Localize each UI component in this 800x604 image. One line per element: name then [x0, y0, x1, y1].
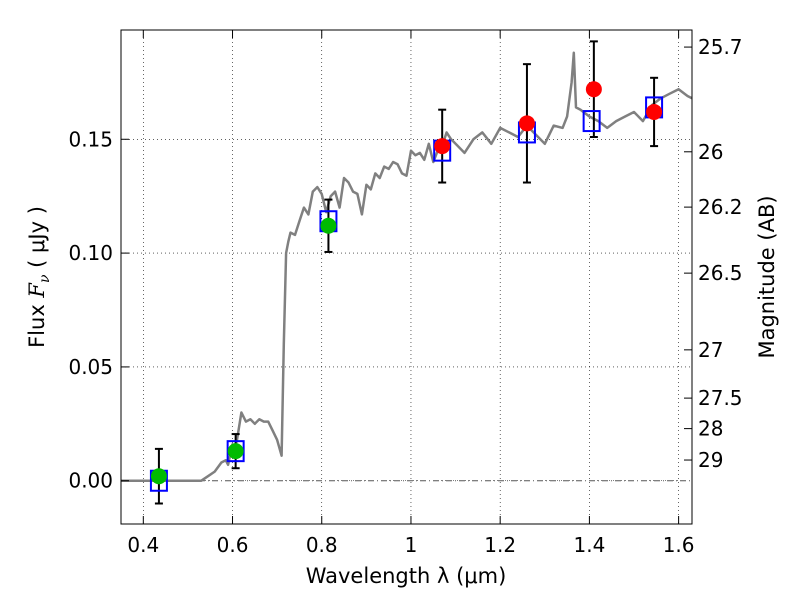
model-point: [582, 110, 601, 133]
y-axis-title: Flux Fν ( μJy ): [25, 206, 53, 348]
observed-point-infrared: [585, 81, 602, 98]
plot-background: [121, 30, 692, 524]
y-tick-label: 0.15: [68, 127, 113, 151]
right-tick-label: 27: [698, 338, 723, 362]
x-tick-label: 0.4: [127, 533, 159, 557]
y-tick-label: 0.00: [68, 469, 113, 493]
y-axis-title-subscript: ν: [37, 274, 53, 283]
x-tick-label: 0.8: [306, 533, 338, 557]
plot-frame: [120, 29, 693, 525]
model-spectrum-line: [121, 51, 693, 482]
right-tick-label: 27.5: [698, 386, 743, 410]
right-tick-label: 26.2: [698, 195, 743, 219]
right-tick-label: 26.5: [698, 261, 743, 285]
observed-point-infrared: [646, 103, 663, 120]
x-axis-title: Wavelength λ (μm): [306, 564, 507, 588]
x-tick-label: 1.2: [484, 533, 516, 557]
right-axis-title: Magnitude (AB): [755, 195, 779, 358]
observed-points: [150, 81, 663, 485]
y-axis-title-suffix: ( μJy ): [25, 206, 49, 274]
right-tick-label: 25.7: [698, 35, 743, 59]
observed-point-optical: [227, 443, 244, 460]
x-tick-label: 1.6: [663, 533, 695, 557]
right-tick-label: 26: [698, 140, 723, 164]
observed-point-optical: [150, 468, 167, 485]
y-tick-label: 0.10: [68, 241, 113, 265]
right-tick-label: 28: [698, 417, 723, 441]
observed-point-infrared: [518, 115, 535, 132]
observed-point-optical: [320, 217, 337, 234]
x-tick-label: 1.4: [573, 533, 605, 557]
x-tick-label: 1: [405, 533, 418, 557]
y-tick-label: 0.05: [68, 355, 113, 379]
right-tick-label: 29: [698, 448, 723, 472]
y-axis-title-symbol: F: [25, 282, 49, 299]
axis-ticks: 0.4 0.6 0.8 1 1.2 1.4 1.6 0.00 0.05 0.10 0.15 25.7 2…: [68, 30, 743, 557]
observed-point-infrared: [434, 138, 451, 155]
x-tick-label: 0.6: [217, 533, 249, 557]
y-axis-title-prefix: Flux: [25, 298, 49, 348]
